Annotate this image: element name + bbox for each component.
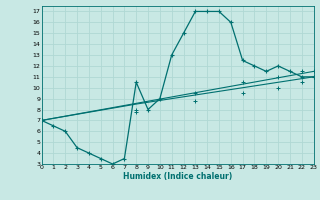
X-axis label: Humidex (Indice chaleur): Humidex (Indice chaleur) (123, 172, 232, 181)
